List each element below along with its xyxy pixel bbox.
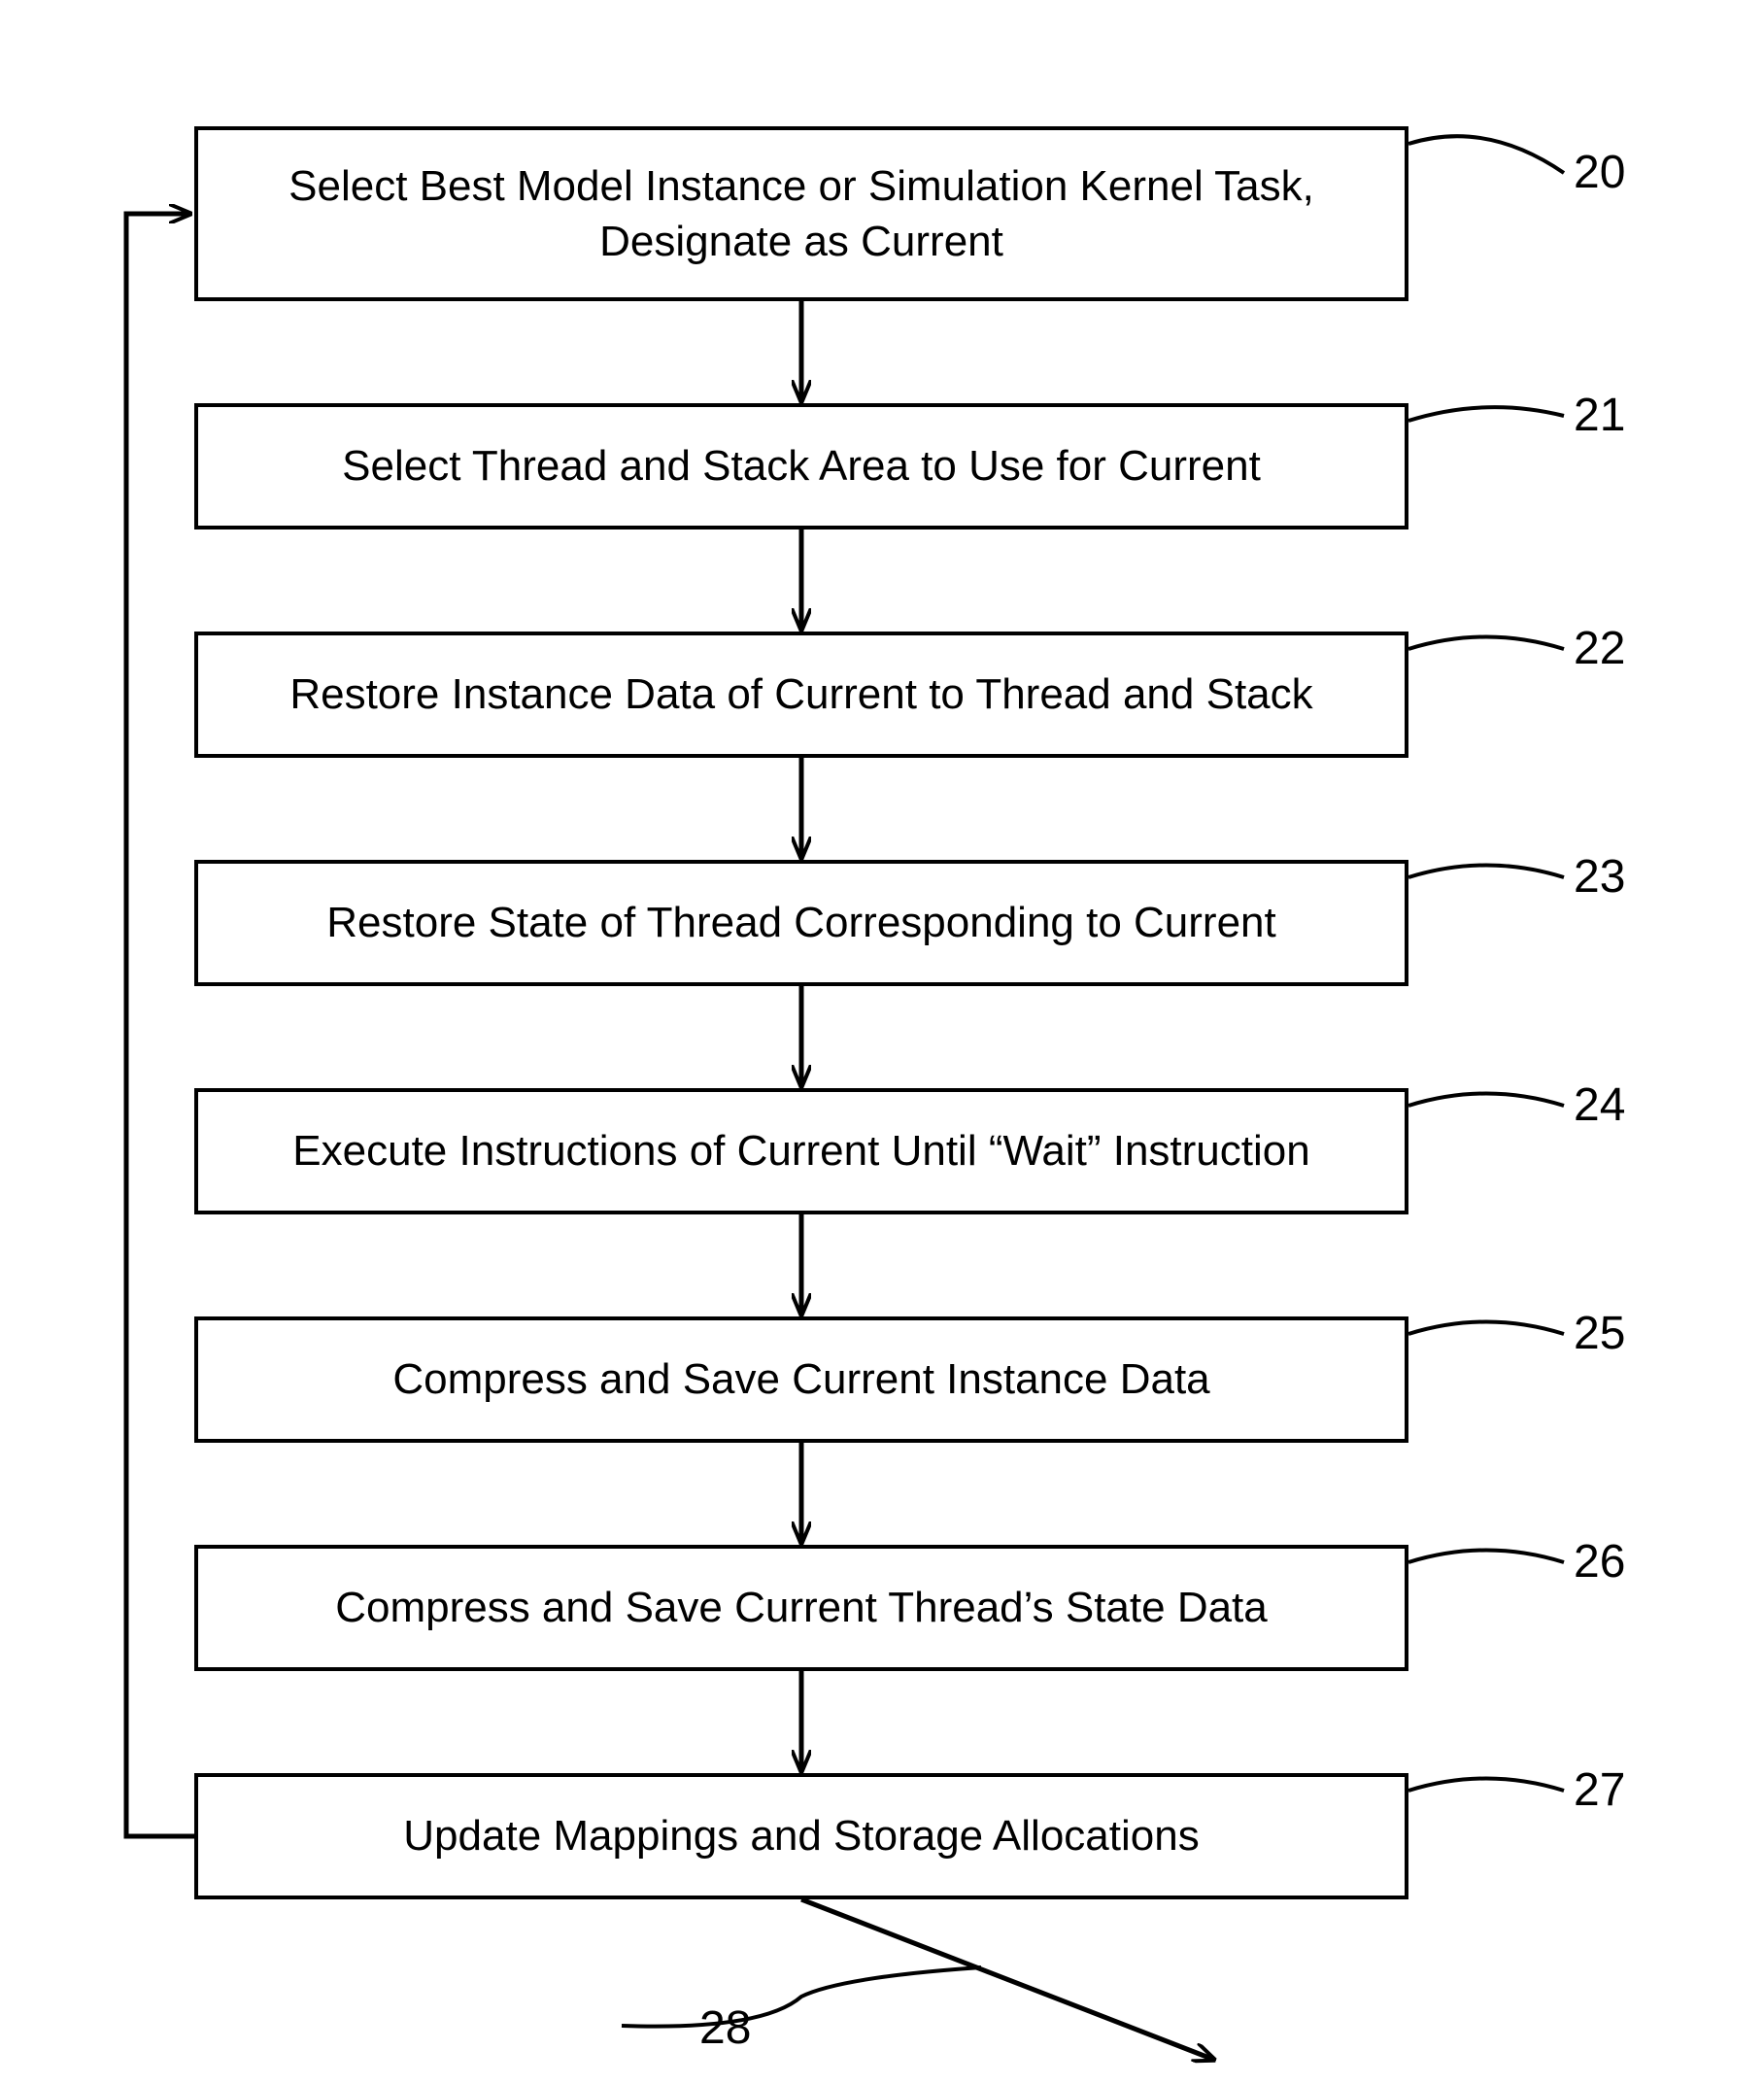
flow-step-24: Execute Instructions of Current Until “W… — [194, 1088, 1408, 1214]
flow-step-text-20: Select Best Model Instance or Simulation… — [198, 158, 1405, 269]
flow-step-23: Restore State of Thread Corresponding to… — [194, 860, 1408, 986]
flow-step-21: Select Thread and Stack Area to Use for … — [194, 403, 1408, 530]
flow-step-25: Compress and Save Current Instance Data — [194, 1316, 1408, 1443]
ref-label-25: 25 — [1574, 1307, 1625, 1360]
flow-step-text-24: Execute Instructions of Current Until “W… — [273, 1123, 1329, 1179]
flow-step-20: Select Best Model Instance or Simulation… — [194, 126, 1408, 301]
flow-step-text-26: Compress and Save Current Thread’s State… — [316, 1580, 1287, 1635]
connector-overlay — [0, 0, 1764, 2084]
flow-step-text-27: Update Mappings and Storage Allocations — [384, 1808, 1218, 1863]
ref-label-22: 22 — [1574, 622, 1625, 675]
ref-label-21: 21 — [1574, 389, 1625, 442]
flowchart-canvas: Select Best Model Instance or Simulation… — [0, 0, 1764, 2084]
ref-label-26: 26 — [1574, 1535, 1625, 1589]
flow-step-text-21: Select Thread and Stack Area to Use for … — [322, 438, 1280, 494]
flow-step-27: Update Mappings and Storage Allocations — [194, 1773, 1408, 1899]
ref-label-27: 27 — [1574, 1763, 1625, 1817]
ref-label-20: 20 — [1574, 146, 1625, 199]
ref-label-24: 24 — [1574, 1078, 1625, 1132]
ref-label-28: 28 — [699, 2001, 751, 2055]
flow-step-text-25: Compress and Save Current Instance Data — [373, 1351, 1229, 1407]
flow-step-26: Compress and Save Current Thread’s State… — [194, 1545, 1408, 1671]
flow-step-22: Restore Instance Data of Current to Thre… — [194, 632, 1408, 758]
flow-step-text-23: Restore State of Thread Corresponding to… — [307, 895, 1296, 950]
ref-label-23: 23 — [1574, 850, 1625, 904]
flow-step-text-22: Restore Instance Data of Current to Thre… — [270, 666, 1332, 722]
